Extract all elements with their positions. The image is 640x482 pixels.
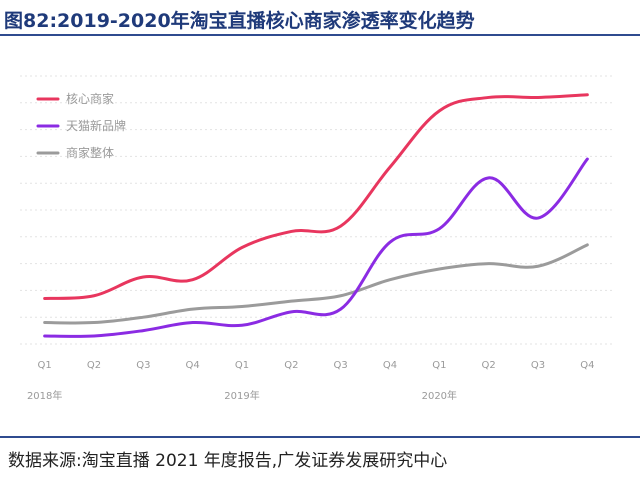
x-year-label: 2018年	[27, 389, 62, 402]
x-tick-label: Q1	[432, 360, 446, 371]
series-line-0	[43, 93, 589, 300]
x-tick-label: Q2	[284, 360, 298, 371]
legend-label: 天猫新品牌	[66, 118, 126, 133]
source-bar: 数据来源:淘宝直播 2021 年度报告,广发证券发展研究中心	[0, 436, 640, 482]
x-tick-label: Q1	[235, 360, 249, 371]
x-year-label: 2019年	[224, 389, 259, 402]
legend-label: 核心商家	[66, 91, 114, 106]
x-tick-label: Q4	[580, 360, 594, 371]
grid-layer	[20, 75, 612, 345]
legend-label: 商家整体	[66, 145, 114, 160]
chart-area: 核心商家天猫新品牌商家整体 Q1 Q2 Q3 Q4 Q1 Q2 Q3 Q4 Q1 Q2 Q3 Q4 20…	[0, 36, 640, 436]
x-tick-label: Q2	[482, 360, 496, 371]
x-axis: Q1 Q2 Q3 Q4 Q1 Q2 Q3 Q4 Q1 Q2 Q3 Q4 2018年 2019年 2020年	[27, 360, 595, 402]
source-note: 数据来源:淘宝直播 2021 年度报告,广发证券发展研究中心	[8, 451, 448, 471]
x-tick-label: Q4	[383, 360, 397, 371]
x-tick-label: Q3	[136, 360, 150, 371]
x-tick-label: Q3	[334, 360, 348, 371]
x-tick-label: Q4	[186, 360, 200, 371]
x-tick-label: Q1	[38, 360, 52, 371]
x-tick-label: Q3	[531, 360, 545, 371]
series-layer	[43, 93, 589, 338]
x-tick-label: Q2	[87, 360, 101, 371]
series-line-2	[43, 243, 589, 325]
x-year-label: 2020年	[422, 389, 457, 402]
figure-title-bar: 图82:2019-2020年淘宝直播核心商家渗透率变化趋势	[0, 0, 640, 36]
series-line-1	[43, 157, 589, 338]
figure-title: 图82:2019-2020年淘宝直播核心商家渗透率变化趋势	[4, 10, 475, 32]
